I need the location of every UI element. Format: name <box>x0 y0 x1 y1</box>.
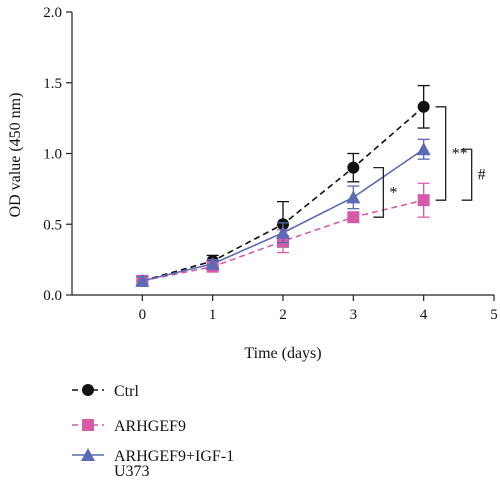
significance-label: # <box>478 167 486 184</box>
series-arhgef9-igf-1 <box>135 138 431 287</box>
data-point <box>417 194 430 207</box>
y-axis-label: OD value (450 nm) <box>7 93 24 218</box>
data-point <box>205 256 220 270</box>
legend-marker <box>81 448 95 461</box>
x-tick-label: 2 <box>279 307 287 323</box>
data-point <box>347 161 360 174</box>
data-point <box>416 142 431 156</box>
data-point <box>417 100 430 113</box>
significance-label: ** <box>452 146 468 163</box>
x-tick-label: 5 <box>490 307 498 323</box>
significance-bracket <box>373 167 384 218</box>
significance-annotations: ***# <box>373 106 486 218</box>
series-line <box>142 106 425 282</box>
x-tick-label: 4 <box>420 307 428 323</box>
y-tick-label: 0.0 <box>43 288 62 304</box>
x-tick-label: 3 <box>350 307 358 323</box>
legend-label: ARHGEF9 <box>114 418 186 435</box>
legend: Ctrl ARHGEF9 ARHGEF9+IGF-1 <box>72 383 234 465</box>
y-tick-label: 2.0 <box>43 5 62 21</box>
x-axis-label: Time (days) <box>244 345 321 362</box>
x-tick-label: 1 <box>209 307 217 323</box>
data-point <box>346 190 361 204</box>
significance-bracket <box>435 106 447 201</box>
significance-bracket <box>461 148 473 201</box>
legend-label: Ctrl <box>114 383 139 400</box>
series-line <box>142 199 424 282</box>
data-point <box>347 211 360 224</box>
legend-cell-line-label: U373 <box>114 463 150 480</box>
y-tick-label: 1.0 <box>43 147 62 163</box>
legend-marker <box>82 384 94 396</box>
ticks: 0 1 2 3 4 5 0.0 0.5 1.0 1.5 2.0 <box>43 5 498 323</box>
x-tick-label: 0 <box>139 307 147 323</box>
legend-label: ARHGEF9+IGF-1 <box>114 448 234 465</box>
series-ctrl <box>136 84 430 287</box>
legend-marker <box>82 419 94 431</box>
data-point <box>276 225 290 239</box>
significance-label: * <box>389 184 397 201</box>
data-point <box>135 273 150 287</box>
series-layer <box>135 84 431 287</box>
y-tick-label: 1.5 <box>43 76 62 92</box>
y-tick-label: 0.5 <box>43 217 62 233</box>
